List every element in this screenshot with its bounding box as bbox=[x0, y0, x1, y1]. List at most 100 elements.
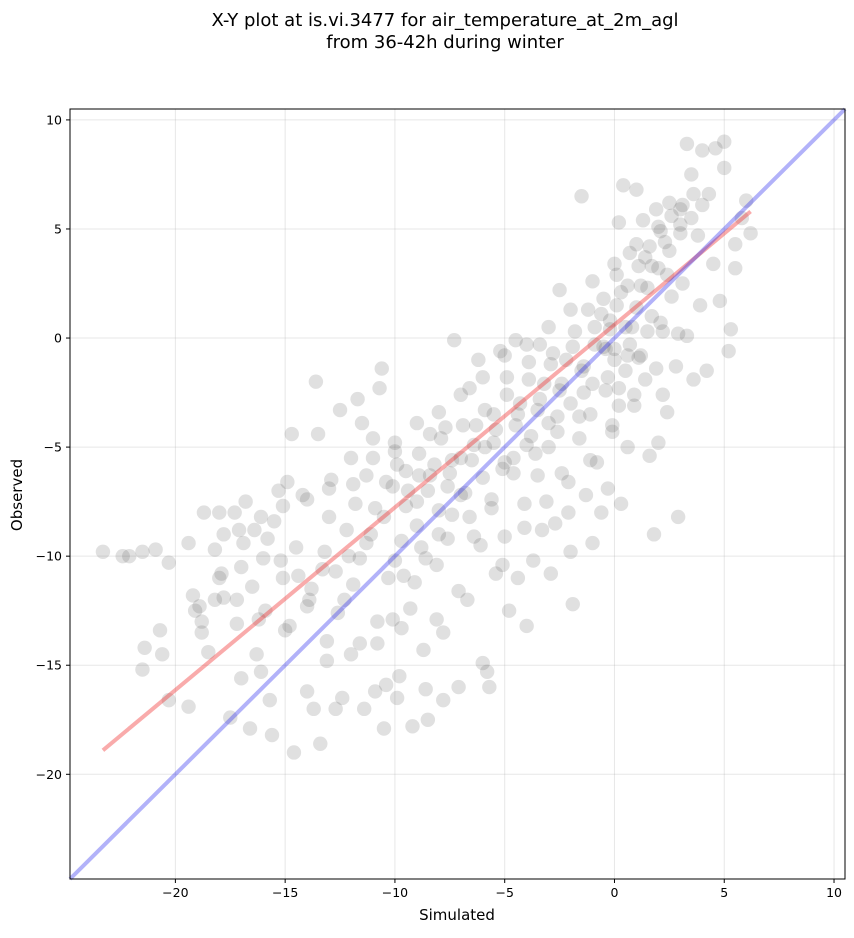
y-tick-label: −10 bbox=[36, 549, 62, 564]
scatter-point bbox=[328, 564, 343, 579]
y-tick-label: −20 bbox=[36, 767, 62, 782]
scatter-point bbox=[416, 642, 431, 658]
scatter-point bbox=[295, 487, 310, 503]
scatter-point bbox=[462, 509, 477, 525]
scatter-point bbox=[679, 328, 695, 344]
scatter-point bbox=[328, 701, 343, 717]
scatter-point bbox=[398, 463, 414, 479]
scatter-point bbox=[532, 337, 548, 352]
scatter-point bbox=[589, 455, 605, 470]
scatter-point bbox=[266, 514, 282, 529]
scatter-point bbox=[275, 498, 291, 514]
scatter-point bbox=[561, 505, 576, 520]
scatter-point bbox=[495, 557, 510, 573]
scatter-point bbox=[288, 540, 304, 555]
scatter-point bbox=[392, 668, 407, 684]
scatter-point bbox=[635, 213, 651, 228]
scatter-point bbox=[302, 592, 317, 607]
scatter-point bbox=[223, 710, 238, 725]
scatter-point bbox=[436, 692, 451, 708]
scatter-point bbox=[286, 745, 302, 760]
scatter-point bbox=[646, 527, 662, 542]
scatter-point bbox=[624, 319, 640, 335]
scatter-point bbox=[728, 237, 743, 252]
scatter-point bbox=[699, 363, 714, 378]
scatter-point bbox=[602, 322, 618, 337]
scatter-point bbox=[216, 527, 231, 542]
scatter-point bbox=[356, 701, 372, 717]
scatter-point bbox=[207, 542, 223, 557]
scatter-point bbox=[541, 415, 556, 431]
scatter-point bbox=[253, 664, 269, 679]
scatter-point bbox=[620, 439, 635, 455]
scatter-point bbox=[346, 577, 361, 592]
scatter-point bbox=[385, 612, 400, 627]
scatter-point bbox=[260, 531, 275, 546]
fit-lines bbox=[68, 107, 847, 881]
grid bbox=[70, 109, 845, 879]
scatter-point bbox=[633, 278, 649, 293]
scatter-point bbox=[585, 535, 600, 551]
scatter-point bbox=[212, 570, 227, 586]
scatter-point bbox=[411, 446, 427, 461]
scatter-point bbox=[330, 605, 346, 621]
scatter-point bbox=[631, 350, 646, 365]
scatter-point bbox=[567, 324, 583, 339]
scatter-point bbox=[313, 736, 328, 751]
scatter-point bbox=[214, 566, 229, 581]
scatter-point bbox=[605, 418, 620, 433]
scatter-point bbox=[414, 540, 429, 555]
scatter-point bbox=[528, 446, 543, 461]
scatter-point bbox=[247, 522, 262, 538]
scatter-point bbox=[583, 452, 598, 468]
scatter-point bbox=[721, 343, 736, 359]
scatter-point bbox=[249, 647, 264, 662]
scatter-point bbox=[194, 625, 209, 640]
scatter-point bbox=[653, 315, 668, 330]
scatter-point bbox=[712, 293, 728, 309]
scatter-point bbox=[385, 479, 400, 494]
scatter-point bbox=[420, 712, 436, 727]
scatter-point bbox=[387, 553, 403, 568]
x-tick-label: −15 bbox=[272, 885, 298, 900]
scatter-point bbox=[473, 538, 488, 553]
scatter-point bbox=[497, 455, 512, 470]
scatter-point bbox=[234, 559, 249, 575]
scatter-point bbox=[438, 420, 453, 435]
scatter-point bbox=[367, 684, 383, 699]
scatter-point bbox=[194, 614, 209, 629]
scatter-point bbox=[460, 592, 475, 607]
scatter-point bbox=[655, 324, 670, 339]
scatter-point bbox=[324, 472, 339, 488]
scatter-points bbox=[95, 134, 758, 760]
scatter-point bbox=[519, 437, 534, 453]
scatter-point bbox=[640, 280, 655, 296]
scatter-point bbox=[717, 134, 732, 149]
scatter-point bbox=[629, 300, 644, 315]
scatter-point bbox=[618, 363, 633, 378]
scatter-point bbox=[600, 481, 616, 496]
scatter-point bbox=[659, 405, 675, 420]
scatter-point bbox=[229, 616, 245, 631]
scatter-point bbox=[734, 210, 750, 226]
scatter-point bbox=[429, 557, 444, 573]
scatter-point bbox=[554, 466, 569, 481]
scatter-point bbox=[499, 387, 515, 402]
scatter-point bbox=[389, 690, 405, 706]
scatter-point bbox=[319, 653, 335, 669]
scatter-point bbox=[376, 721, 392, 736]
scatter-point bbox=[346, 476, 361, 492]
scatter-point bbox=[192, 599, 207, 614]
scatter-point bbox=[258, 603, 273, 618]
scatter-point bbox=[299, 684, 315, 699]
scatter-point bbox=[523, 428, 539, 444]
scatter-point bbox=[429, 612, 444, 627]
scatter-point bbox=[466, 529, 482, 544]
scatter-point bbox=[512, 396, 528, 411]
scatter-point bbox=[602, 313, 618, 328]
scatter-point bbox=[541, 319, 556, 335]
scatter-point bbox=[442, 466, 458, 481]
scatter-point bbox=[317, 544, 332, 560]
scatter-point bbox=[475, 470, 490, 485]
